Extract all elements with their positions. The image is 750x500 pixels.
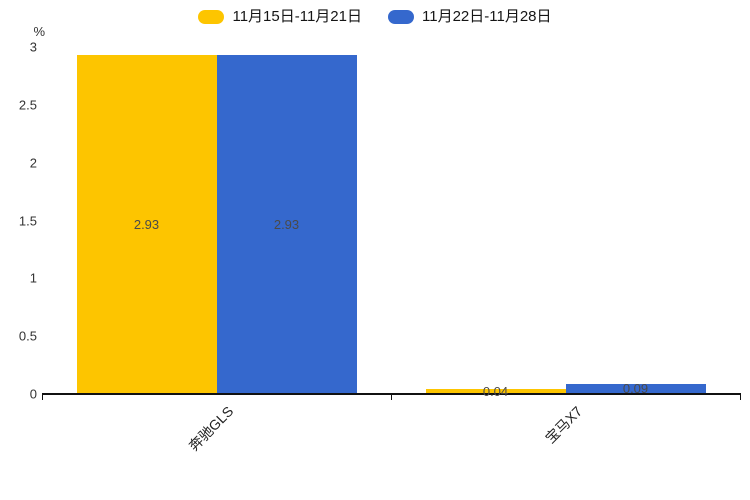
legend-item-1[interactable]: 11月22日-11月28日 [388, 9, 552, 25]
bar-value-label: 2.93 [273, 216, 300, 232]
bar-奔驰GLS-series-1[interactable]: 2.93 [216, 55, 357, 394]
x-axis-tick [740, 394, 741, 400]
legend-item-0[interactable]: 11月15日-11月21日 [198, 9, 362, 25]
y-tick-label: 0.5 [18, 328, 37, 344]
x-axis-label-1: 宝马X7 [541, 403, 585, 447]
bar-奔驰GLS-series-0[interactable]: 2.93 [76, 55, 217, 394]
legend: 11月15日-11月21日 11月22日-11月28日 [0, 7, 750, 27]
bar-宝马X7-series-1[interactable]: 0.09 [565, 380, 706, 396]
y-tick-label: 1 [29, 270, 37, 286]
legend-swatch-icon [198, 10, 225, 24]
x-axis-tick [391, 394, 392, 400]
y-tick-label: 2.5 [18, 97, 37, 113]
x-axis-label-0: 奔驰GLS [184, 403, 236, 454]
x-axis-tick [42, 394, 43, 400]
bar-宝马X7-series-0[interactable]: 0.04 [425, 384, 566, 398]
y-tick-label: 0 [29, 386, 37, 402]
y-tick-label: 3 [29, 39, 37, 55]
legend-label: 11月15日-11月21日 [232, 8, 362, 25]
legend-swatch-icon [388, 10, 414, 24]
y-axis-unit-label: % [33, 24, 45, 39]
y-tick-label: 1.5 [18, 213, 37, 228]
y-tick-label: 2 [29, 155, 37, 171]
bar-value-label: 0.09 [622, 380, 649, 396]
bar-value-label: 0.04 [482, 383, 509, 399]
legend-label: 11月22日-11月28日 [422, 8, 552, 25]
bar-value-label: 2.93 [133, 216, 160, 232]
